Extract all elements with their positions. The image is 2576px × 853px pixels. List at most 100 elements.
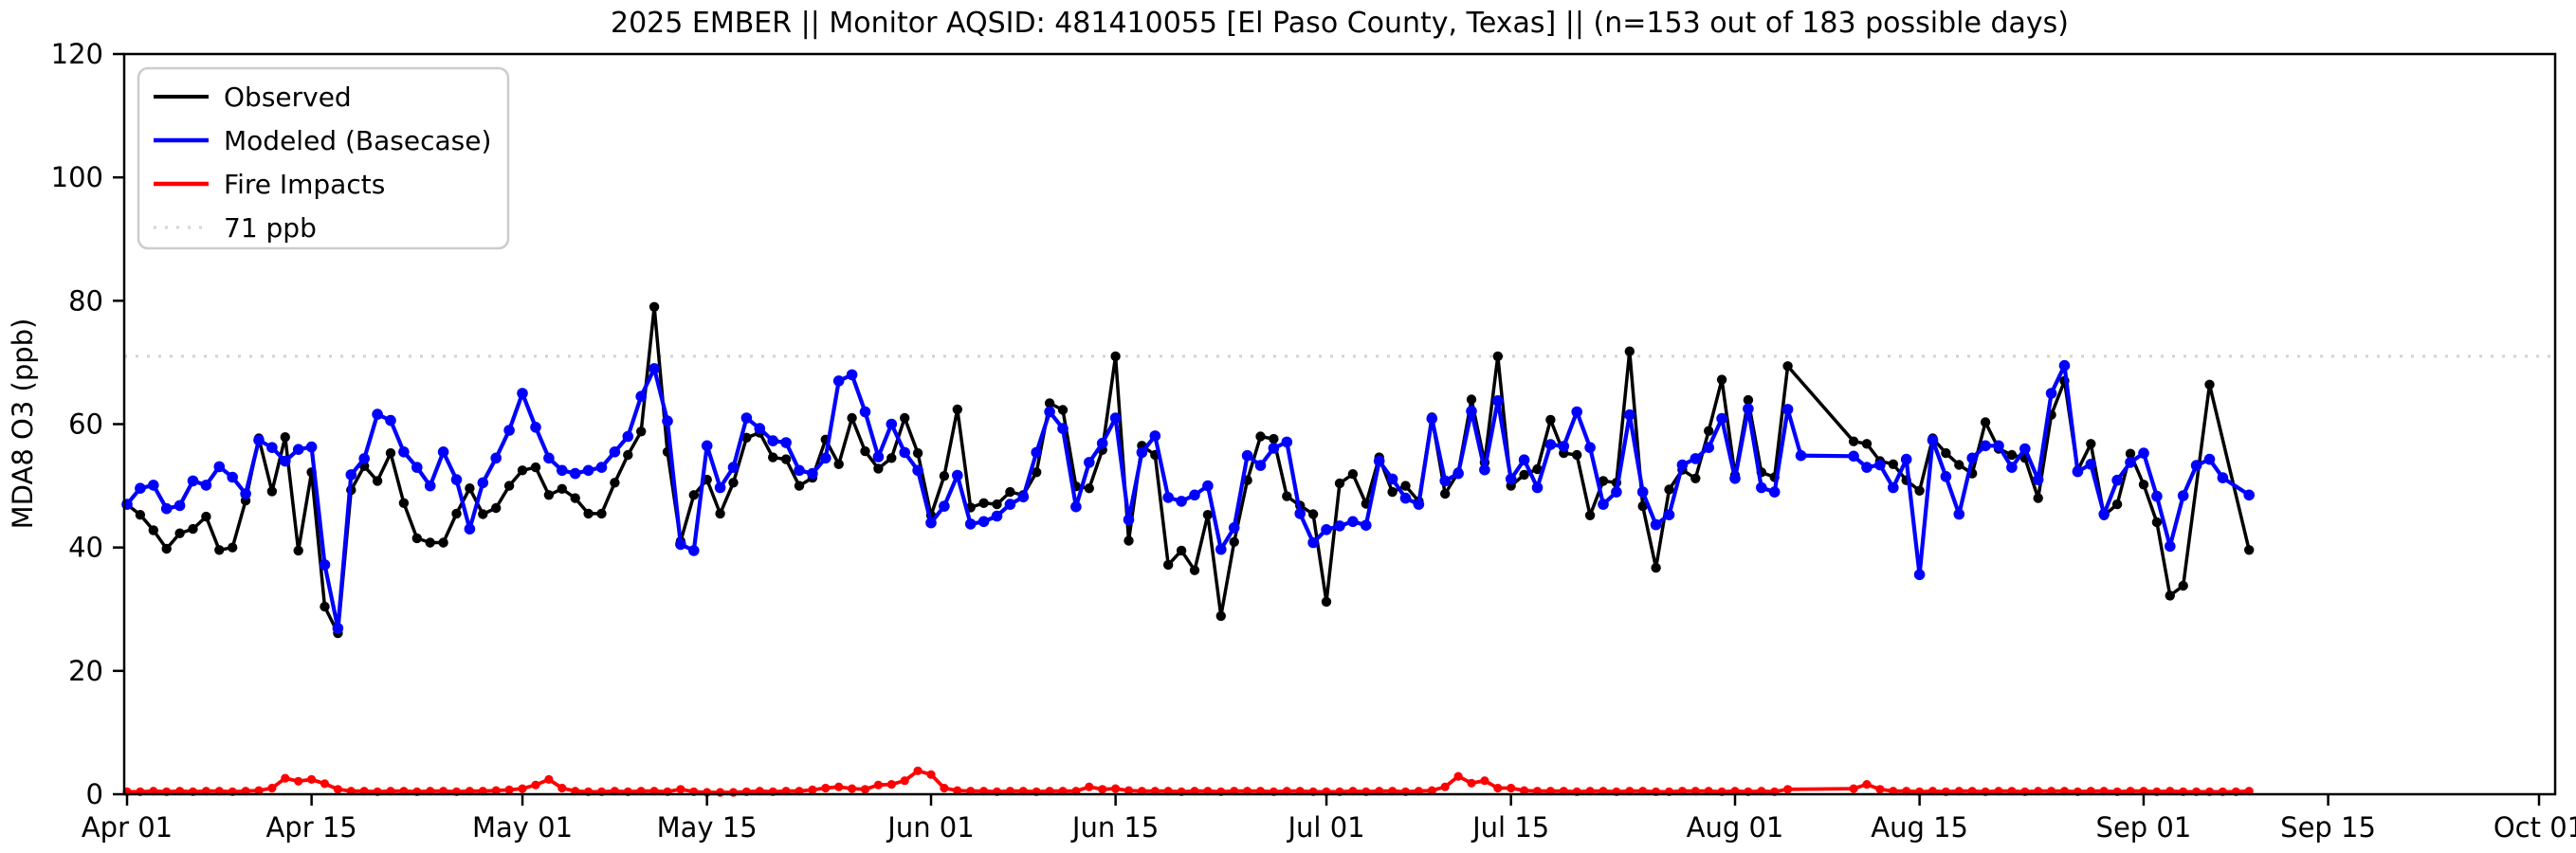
data-point [531,780,540,789]
data-point [1070,500,1082,513]
data-point [1861,439,1873,449]
data-point [2019,443,2031,455]
data-point [2243,489,2255,501]
data-point [780,454,792,464]
data-point [1544,439,1557,450]
data-point [1176,496,1187,507]
data-point [873,780,884,789]
x-tick-label: Jul 01 [1286,811,1364,844]
data-point [490,452,502,464]
data-point [1176,545,1187,556]
data-point [1347,469,1359,480]
x-tick-label: Sep 15 [2280,811,2376,844]
data-point [728,478,739,488]
data-point [1228,522,1240,534]
data-point [1202,510,1214,520]
legend: Observed Modeled (Basecase) Fire Impacts… [137,66,510,250]
data-point [398,498,410,508]
data-point [740,412,753,424]
data-point [860,445,870,457]
data-point [925,517,937,529]
data-point [886,453,897,463]
data-point [424,480,436,492]
data-point [767,435,778,446]
data-point [254,786,264,795]
data-point [320,779,330,789]
data-point [992,499,1002,510]
data-point [1531,481,1544,494]
data-point [1572,449,1582,461]
data-point [1914,485,1925,496]
x-tick-label: Jun 01 [886,811,974,844]
data-point [2006,462,2018,473]
data-point [161,543,172,554]
data-point [1124,786,1134,795]
data-point [1598,499,1609,510]
data-point [2098,508,2110,520]
data-point [543,490,555,500]
data-point [372,476,383,486]
data-point [1980,417,1991,427]
data-point [464,523,476,535]
data-point [1783,785,1793,794]
data-point [294,776,303,786]
data-point [2125,448,2136,459]
data-point [676,785,685,794]
data-point [1085,782,1094,791]
data-point [701,440,713,452]
data-point [727,462,740,473]
data-point [1440,488,1451,499]
data-point [1215,610,1227,622]
data-point [846,369,858,381]
data-point [1874,459,1886,471]
data-point [1005,486,1015,498]
legend-label-threshold: 71 ppb [224,212,317,244]
data-point [1900,453,1912,465]
data-point [411,462,423,473]
data-point [1440,782,1450,791]
data-point [2177,490,2189,501]
data-point [808,785,817,795]
data-point [834,782,844,791]
data-point [1466,406,1477,417]
x-tick-label: Aug 15 [1871,811,1968,844]
data-point [780,437,792,448]
data-point [372,408,383,420]
y-axis: 0 20 40 60 80 100 120 [51,38,124,810]
data-point [1202,480,1214,492]
data-point [1057,405,1069,415]
y-tick-label: 100 [51,161,103,193]
data-point [926,770,936,779]
data-point [754,423,766,434]
data-point [1098,785,1107,794]
data-point [1545,414,1556,426]
data-point [1413,499,1425,510]
data-point [1690,453,1702,464]
data-point [1400,481,1411,491]
data-point [688,490,699,500]
data-point [1109,412,1122,424]
data-point [280,432,290,443]
data-point [491,502,502,514]
data-point [1334,478,1345,489]
y-tick-label: 120 [51,38,103,70]
legend-item-observed: Observed [154,82,352,113]
data-point [1729,473,1741,484]
data-point [1861,462,1873,473]
x-tick-label: Oct 01 [2494,811,2576,844]
data-point [543,452,555,464]
data-point [1849,784,1858,793]
data-point [1743,394,1754,406]
data-point [1110,351,1121,362]
data-point [503,425,515,436]
data-point [148,525,158,535]
data-point [2085,459,2097,470]
y-tick-label: 80 [68,284,103,317]
data-point [1940,471,1952,482]
data-point [900,776,909,786]
data-point [2086,439,2096,449]
data-point [517,388,528,399]
data-point [319,559,331,571]
data-point [1399,492,1412,504]
data-point [1584,510,1596,520]
